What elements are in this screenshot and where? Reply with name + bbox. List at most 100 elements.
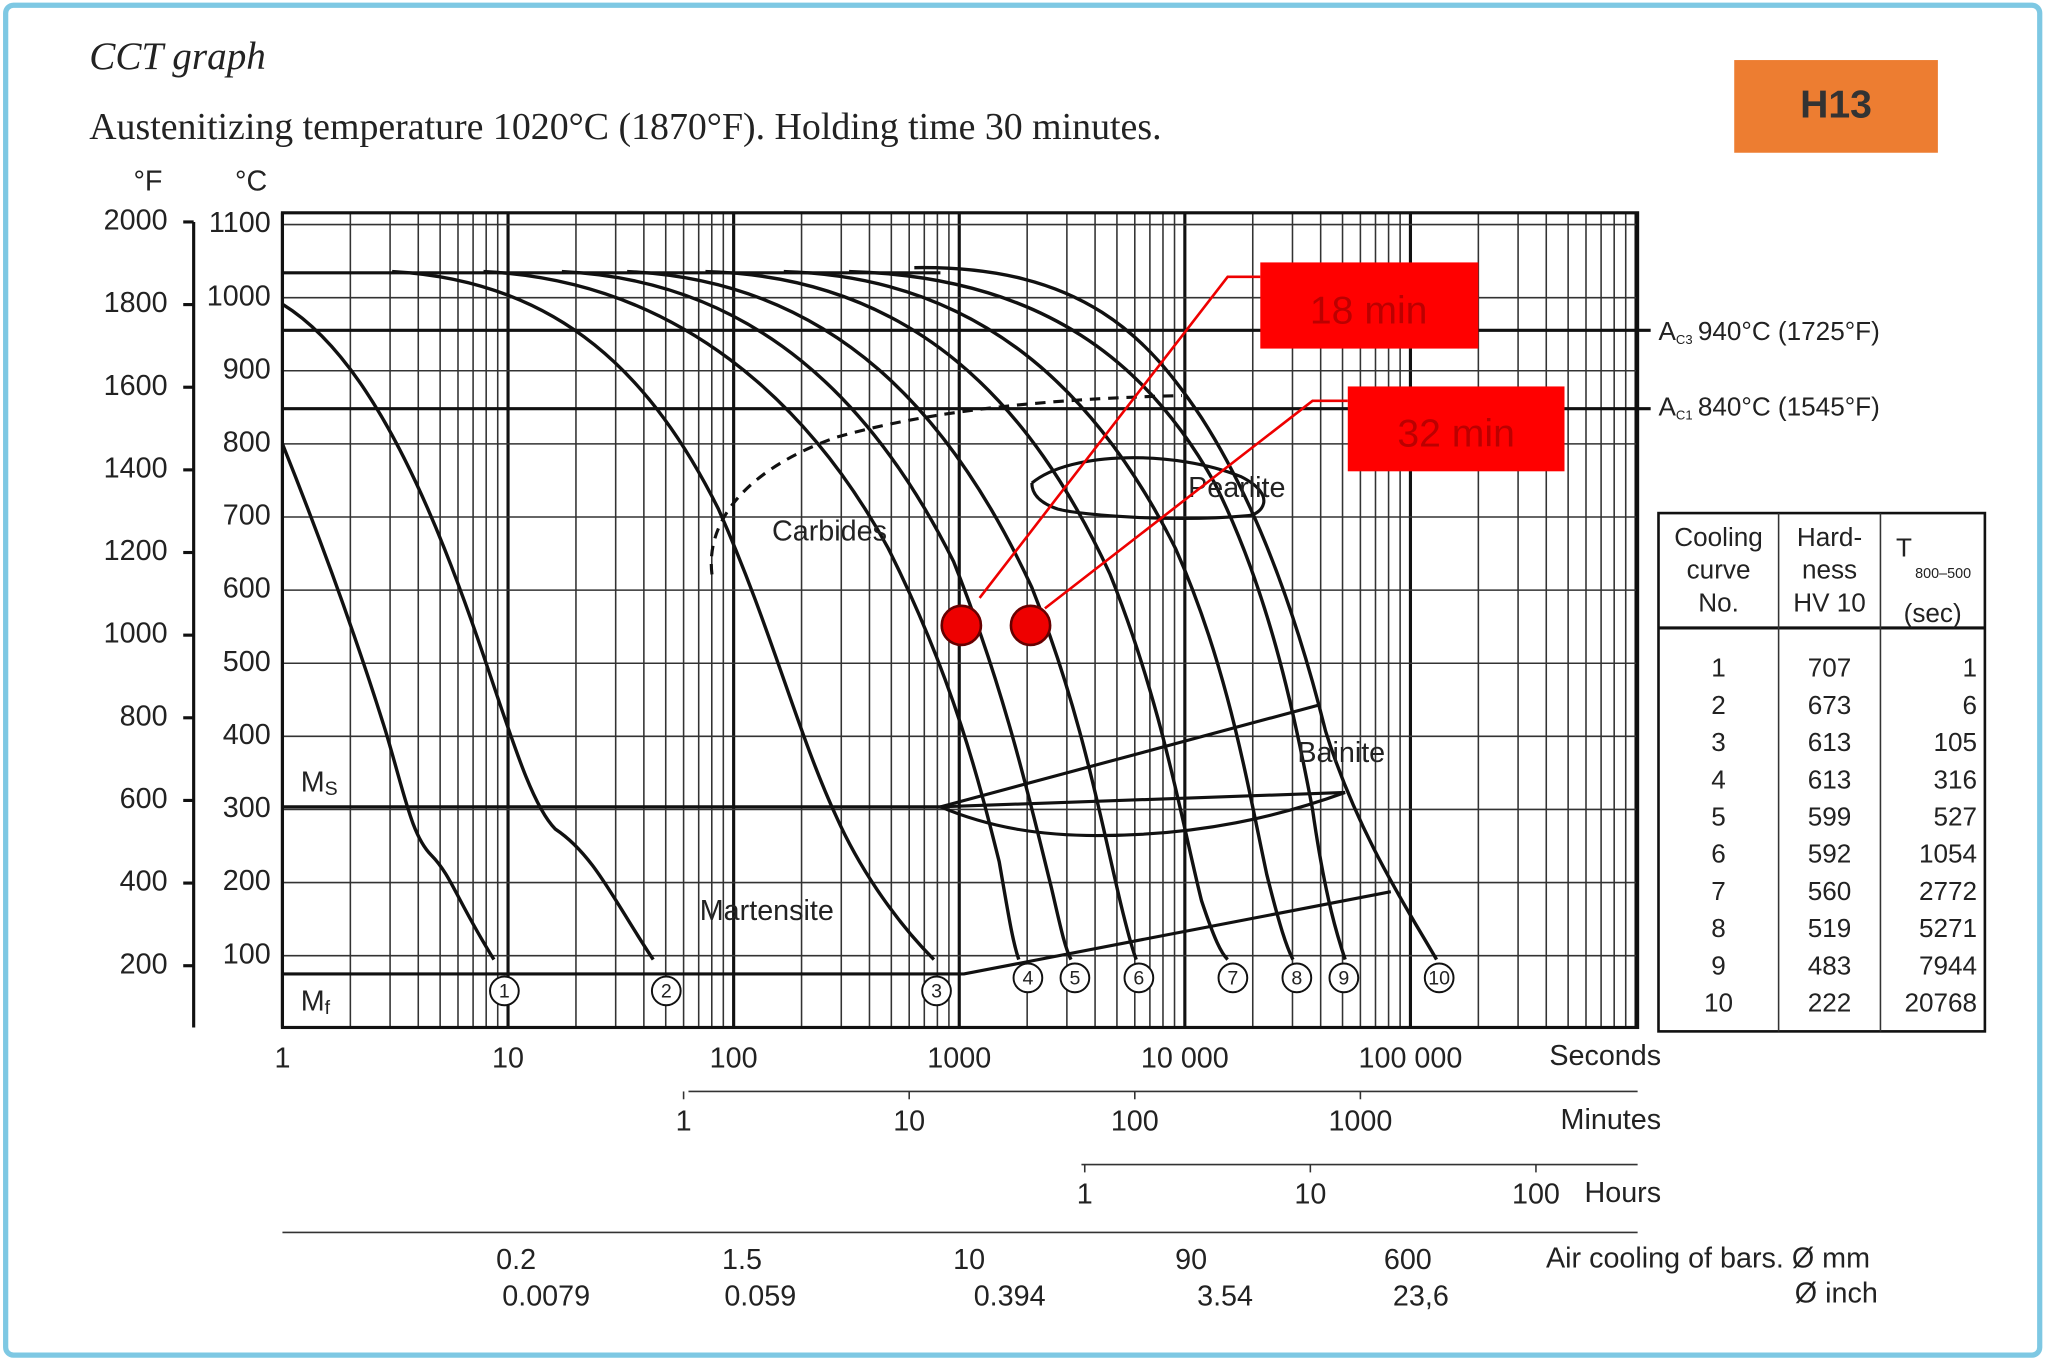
table-cell: 1 (1711, 653, 1726, 683)
table-cell: 1 (1963, 653, 1978, 683)
seconds-tick-label: 10 000 (1141, 1043, 1229, 1075)
table-cell: 2 (1711, 690, 1726, 720)
table-cell: 1054 (1919, 839, 1977, 869)
curve-number-circle (1217, 962, 1249, 994)
marker (1009, 604, 1052, 647)
ms-label: MS (301, 766, 338, 800)
table-header: Cooling (1674, 522, 1763, 552)
fahrenheit-tick-label: 1000 (104, 618, 168, 650)
bar-mm-label: 0.2 (496, 1244, 536, 1276)
subtitle: Austenitizing temperature 1020°C (1870°F… (89, 106, 1161, 148)
plot-frame (280, 211, 1640, 1030)
symbol: A (1658, 392, 1676, 422)
ac3-label: AC3 940°C (1725°F) (1658, 316, 1879, 347)
table-cell: 560 (1808, 876, 1852, 906)
table-cell: 592 (1808, 839, 1852, 869)
leader (1044, 399, 1348, 610)
seconds-tick-label: 1000 (927, 1043, 991, 1075)
table-header: curve (1687, 555, 1751, 585)
callout-text: 32 min (1397, 412, 1515, 455)
table-cell: 6 (1963, 690, 1978, 720)
curve-number: 7 (1227, 967, 1238, 989)
table-cell: 483 (1808, 950, 1852, 980)
table-header: Hard- (1797, 522, 1862, 552)
bainite-end (939, 790, 1346, 838)
grid (280, 212, 1638, 1028)
fahrenheit-tick-label: 800 (120, 700, 168, 732)
subscript: f (325, 997, 331, 1019)
table-header: HV 10 (1793, 587, 1866, 617)
celsius-tick-label: 500 (223, 646, 271, 678)
table-cell: 20768 (1904, 988, 1977, 1018)
subscript: S (325, 778, 338, 800)
axis-label: Minutes (1561, 1104, 1662, 1136)
curve-number: 4 (1022, 967, 1033, 989)
leader (978, 275, 1261, 599)
table-cell: 599 (1808, 801, 1852, 831)
pearlite-region (1030, 456, 1266, 520)
curve-number: 3 (931, 980, 942, 1002)
fahrenheit-tick-label: 400 (120, 866, 168, 898)
subscript: C3 (1676, 332, 1693, 347)
callout (1347, 386, 1565, 472)
table-cell: 3 (1711, 727, 1726, 757)
bar-mm-label: 10 (953, 1244, 985, 1276)
seconds-tick-label: 10 (492, 1043, 524, 1075)
bar-inch-label: 23,6 (1393, 1280, 1449, 1312)
seconds-tick-label: 100 (710, 1043, 758, 1075)
callout (1260, 262, 1479, 349)
bar-inch-label: 0.0079 (502, 1280, 590, 1312)
table-cell: 7944 (1919, 950, 1977, 980)
curve-number: 10 (1428, 967, 1450, 989)
subscript: C1 (1676, 408, 1693, 423)
fahrenheit-tick-label: 600 (120, 783, 168, 815)
table-header: (sec) (1904, 598, 1962, 628)
curve (280, 443, 496, 961)
fahrenheit-tick-label: 1400 (104, 452, 168, 484)
curve-number: 1 (499, 980, 510, 1002)
minutes-tick-label: 10 (893, 1105, 925, 1137)
curve (483, 269, 1021, 961)
table-header: ness (1802, 555, 1857, 585)
table-header: 800–500 (1915, 566, 1971, 582)
curve-number-circle (1281, 962, 1313, 994)
curve (392, 269, 936, 961)
curve (705, 269, 1229, 961)
seconds-tick-label: 1 (274, 1043, 290, 1075)
table-cell: 316 (1933, 764, 1977, 794)
region-label: Bainite (1297, 737, 1385, 769)
bar-inch-label: 0.059 (724, 1280, 796, 1312)
table-cell: 613 (1808, 727, 1852, 757)
fahrenheit-tick-label: 1200 (104, 535, 168, 567)
table-cell: 6 (1711, 839, 1726, 869)
curve-number-circle (489, 975, 520, 1007)
celsius-tick-label: 100 (223, 938, 271, 970)
curve-number: 5 (1069, 967, 1080, 989)
minutes-tick-label: 1000 (1328, 1105, 1392, 1137)
symbol: A (1658, 316, 1676, 346)
curve (914, 265, 1439, 961)
table-cell: 7 (1711, 876, 1726, 906)
curve (783, 269, 1295, 961)
symbol: M (301, 766, 325, 798)
symbol: M (301, 985, 325, 1017)
curve-number-circle (1328, 962, 1360, 994)
annotations: 18 min 32 min (940, 262, 1565, 647)
minutes-tick-label: 100 (1111, 1105, 1159, 1137)
ac3-text: 940°C (1725°F) (1698, 316, 1880, 346)
mf-line (282, 890, 1392, 976)
fahrenheit-unit: °F (133, 165, 162, 197)
bar-mm-label: 600 (1384, 1244, 1432, 1276)
curve (561, 269, 1073, 961)
curve-number-circle (650, 975, 682, 1007)
table-header: T (1896, 533, 1912, 563)
celsius-tick-label: 600 (223, 573, 271, 605)
axis-label: Seconds (1549, 1040, 1661, 1072)
bar-inch-label: 0.394 (974, 1280, 1046, 1312)
curve-number-circle (1012, 962, 1044, 994)
curve-number: 2 (661, 980, 672, 1002)
table-cell: 519 (1808, 913, 1852, 943)
table-cell: 5 (1711, 801, 1726, 831)
